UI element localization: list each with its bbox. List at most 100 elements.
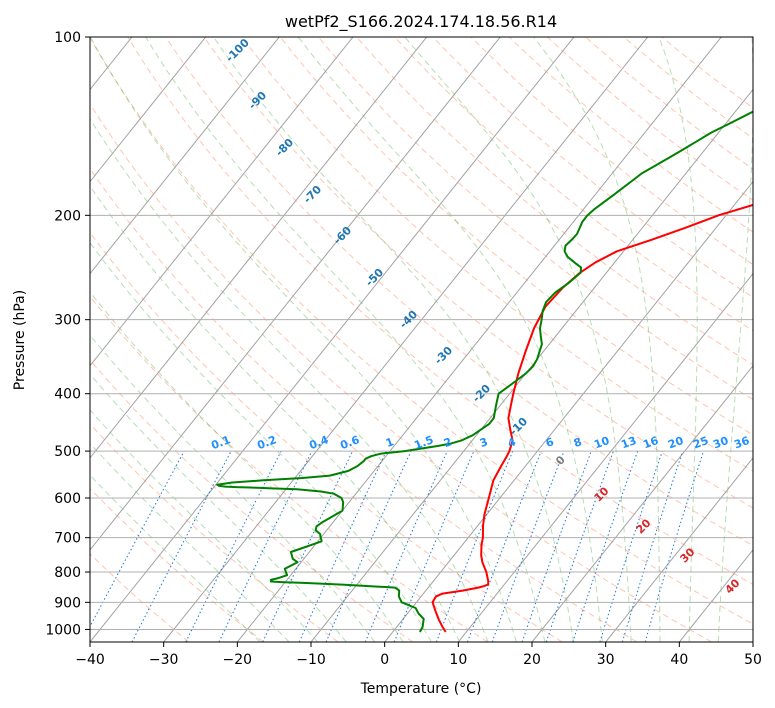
dry-adiabat — [203, 37, 753, 509]
x-tick-label: 50 — [744, 652, 762, 668]
mixing-ratio-line — [325, 450, 412, 642]
mixing-ratio-line — [599, 450, 663, 642]
mixing-ratio-line — [90, 450, 185, 628]
isotherm — [531, 364, 753, 642]
x-tick-label: −20 — [223, 652, 253, 668]
mixing-ratio-line — [435, 450, 514, 642]
dry-adiabat — [90, 553, 190, 642]
mixing-ratio-line — [467, 450, 542, 642]
moist-adiabat — [90, 241, 432, 642]
y-tick-label: 1000 — [45, 622, 81, 638]
chart-title: wetPf2_S166.2024.174.18.56.R14 — [285, 12, 557, 32]
isotherm — [90, 37, 501, 551]
mixing-ratio-label: 2 — [442, 435, 454, 450]
moist-adiabat — [213, 37, 575, 642]
mixing-ratio-line — [185, 450, 282, 642]
dry-adiabat — [165, 37, 753, 547]
isotherm — [236, 37, 722, 642]
moist-adiabat — [533, 37, 661, 642]
isotherm — [90, 37, 280, 275]
mixing-ratio-label: 0.1 — [209, 433, 232, 452]
moist-adiabat — [404, 37, 632, 642]
temperature-profile-line — [431, 203, 753, 633]
isotherm — [0, 37, 58, 642]
x-tick-label: 10 — [449, 652, 467, 668]
mixing-ratio-label: 0.6 — [338, 433, 361, 452]
isotherm — [605, 457, 753, 642]
dry-adiabat — [318, 37, 753, 401]
isotherm — [90, 37, 207, 183]
moist-adiabat — [145, 37, 546, 642]
mixing-ratio-line — [491, 450, 565, 642]
dry-adiabat — [90, 231, 563, 642]
y-tick-label: 300 — [54, 313, 81, 329]
mixing-ratio-label: 13 — [619, 434, 638, 451]
mixing-ratio-line — [621, 450, 684, 642]
mixing-ratio-label: 1.5 — [412, 433, 435, 452]
dry-adiabat — [90, 295, 488, 642]
isotherm — [90, 37, 575, 642]
isotherm — [163, 37, 649, 642]
mixing-ratio-label: 30 — [711, 434, 730, 452]
x-tick-label: −10 — [296, 652, 326, 668]
dewpoint-profile-line — [216, 110, 753, 633]
isotherm — [752, 641, 753, 642]
plot-frame — [89, 36, 754, 643]
y-axis-label: Pressure (hPa) — [12, 290, 28, 390]
x-axis-label: Temperature (°C) — [360, 681, 482, 697]
moist-adiabat — [658, 37, 698, 642]
moist-adiabat — [90, 37, 517, 642]
mixing-ratio-label: 1 — [384, 435, 396, 450]
mixing-ratio-label: 10 — [592, 434, 611, 452]
mixing-ratio-label: 25 — [691, 434, 710, 451]
moist-adiabat — [717, 37, 753, 642]
mixing-ratio-label: 4 — [506, 435, 518, 450]
x-tick-label: 0 — [380, 652, 389, 668]
mixing-ratio-line — [364, 450, 448, 642]
dry-adiabat — [356, 37, 753, 366]
y-tick-label: 900 — [54, 595, 81, 611]
moist-adiabat — [90, 373, 347, 642]
mixing-ratio-line — [393, 450, 475, 642]
mixing-ratio-label: 8 — [572, 435, 584, 450]
mixing-ratio-line — [572, 450, 639, 642]
dry-adiabat — [127, 37, 753, 586]
dry-adiabat — [90, 423, 339, 642]
mixing-ratio-label: 36 — [732, 434, 751, 452]
isotherm — [90, 37, 428, 459]
plot-background — [90, 37, 753, 642]
mixing-ratio-label: 0.4 — [307, 433, 330, 452]
x-tick-label: 20 — [523, 652, 541, 668]
x-tick-label: −40 — [75, 652, 105, 668]
x-tick-label: 40 — [670, 652, 688, 668]
mixing-ratio-label: 0.2 — [255, 433, 278, 452]
y-tick-label: 200 — [54, 208, 81, 224]
y-tick-label: 400 — [54, 387, 81, 403]
dry-adiabat — [90, 103, 712, 642]
moist-adiabat — [297, 37, 603, 642]
y-tick-label: 500 — [54, 444, 81, 460]
mixing-ratio-line — [545, 450, 614, 642]
mixing-ratio-label: 3 — [478, 435, 490, 450]
dry-adiabat — [394, 37, 753, 332]
mixing-ratio-label: 6 — [544, 435, 556, 450]
mixing-ratio-line — [644, 450, 705, 642]
mixing-ratio-line — [521, 450, 592, 642]
x-tick-label: −30 — [149, 652, 179, 668]
isotherm — [384, 180, 753, 642]
x-tick-label: 30 — [597, 652, 615, 668]
y-tick-label: 700 — [54, 531, 81, 547]
moist-adiabat — [90, 117, 489, 642]
isotherm — [90, 37, 354, 367]
y-tick-label: 800 — [54, 565, 81, 581]
isotherm — [310, 88, 753, 642]
y-tick-label: 600 — [54, 491, 81, 507]
moist-adiabat — [90, 474, 261, 642]
dry-adiabat — [90, 37, 753, 625]
moist-adiabat — [90, 291, 404, 642]
mixing-ratio-label: 20 — [666, 434, 685, 452]
moist-adiabat — [90, 442, 290, 642]
mixing-ratio-label: 16 — [641, 434, 660, 452]
y-tick-label: 100 — [54, 30, 81, 46]
